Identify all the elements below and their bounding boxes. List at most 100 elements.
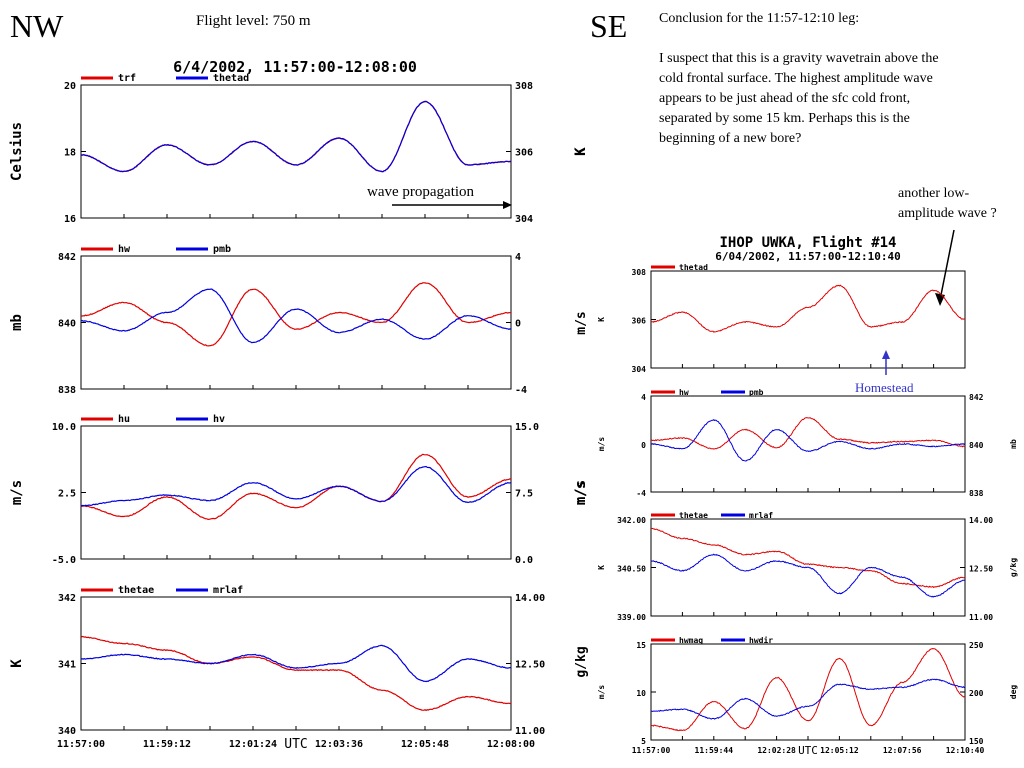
y-axis-label-right: deg [1009,685,1018,700]
right-outer-label: m/s [574,481,589,504]
y-tick-label-left: 0 [641,441,646,450]
y-tick-label-left: 10.0 [52,422,76,433]
left-chart-title: 6/4/2002, 11:57:00-12:08:00 [173,58,417,76]
y-tick-label-left: 306 [632,317,647,326]
y-tick-label-right: 250 [969,641,984,650]
x-tick-label: 12:01:24 [229,739,277,750]
y-axis-label-left: Celsius [9,122,25,181]
y-tick-label-left: 10 [636,689,646,698]
y-tick-label-left: 2.5 [58,489,76,500]
y-tick-label-right: 0 [515,319,521,330]
y-tick-label-right: 11.00 [515,726,545,737]
y-axis-label-right: g/kg [1009,558,1018,577]
y-axis-label-right: mb [1009,439,1018,449]
y-tick-label-right: 150 [969,737,984,746]
right-outer-label: K [574,148,589,156]
conclusion-text: Conclusion for the 11:57-12:10 leg: I su… [659,11,939,146]
y-axis-label-left: K [597,317,606,322]
y-tick-label-right: 4 [515,252,521,263]
chart-panel-right-3: 342.00 340.50 339.00 14.00 12.50 11.00 K g/kg th… [597,511,1018,622]
conclusion-line: appears to be just ahead of the sfc cold… [659,91,910,106]
plot-frame [650,395,966,493]
y-tick-label-right: 840 [969,441,984,450]
right-outer-label: m/s [574,311,589,334]
another-wave-arrowhead [935,293,945,306]
legend-label-thetad: thetad [679,263,708,272]
series-line-pmb [650,419,966,462]
series-line-pmb [80,288,512,344]
another-wave-label: another low- [898,186,969,201]
y-tick-label-right: 200 [969,689,984,698]
plot-frame [80,255,512,390]
y-tick-label-left: -5.0 [52,555,76,566]
x-tick-label: 12:07:56 [883,746,922,755]
y-tick-label-left: 340 [58,726,76,737]
x-tick-label: 12:10:40 [946,746,985,755]
y-tick-label-left: -4 [636,489,646,498]
x-tick-label: 12:08:00 [487,739,535,750]
series-line-thetae [80,635,512,712]
y-tick-label-left: 842 [58,252,76,263]
legend-label-hv: hv [213,414,225,425]
region-nw-label: NW [10,8,64,44]
legend-label-thetad: thetad [213,73,249,84]
y-tick-label-right: 12.50 [515,660,545,671]
y-tick-label-left: 20 [64,81,76,92]
chart-panel-right-4: 15 10 5 250 200 150 m/s deg 11:57:00 11:59:44 12:0… [597,635,1018,755]
series-line-hwdir [650,678,966,720]
x-tick-label: 11:59:44 [695,746,734,755]
plot-frame [80,596,512,731]
series-line-hw [80,282,512,347]
y-tick-label-left: 16 [64,214,76,225]
region-se-label: SE [590,8,627,44]
conclusion-line: cold frontal surface. The highest amplit… [659,71,933,86]
x-tick-label: 12:05:48 [401,739,449,750]
y-tick-label-right: 842 [969,393,984,402]
series-line-thetad [650,284,966,333]
y-tick-label-left: 15 [636,641,646,650]
x-tick-label: 12:05:12 [820,746,859,755]
y-axis-label-left: mb [9,314,25,331]
homestead-label: Homestead [855,380,914,395]
series-line-hwmag [650,647,966,732]
legend-label-hwmag: hwmag [679,636,703,645]
series-line-mrlaf [80,644,512,683]
y-axis-label-left: m/s [9,480,25,505]
x-tick-label: 11:57:00 [57,739,105,750]
conclusion-line: Conclusion for the 11:57-12:10 leg: [659,11,859,26]
series-line-hu [80,453,512,521]
legend-label-thetae: thetae [118,585,154,596]
y-tick-label-left: 340.50 [617,565,646,574]
right-chart-title: IHOP UWKA, Flight #14 [719,235,896,251]
homestead-arrowhead [882,350,890,359]
y-tick-label-left: 18 [64,148,76,159]
series-line-thetae [651,527,966,589]
y-tick-label-left: 840 [58,319,76,330]
series-line-mrlaf [650,553,966,598]
y-axis-label-left: m/s [597,437,606,452]
y-tick-label-right: 308 [515,81,533,92]
plot-frame [650,270,966,369]
y-tick-label-left: 342.00 [617,516,646,525]
y-tick-label-left: 838 [58,385,76,396]
legend-label-hu: hu [118,414,130,425]
y-tick-label-left: 5 [641,737,646,746]
legend-label-pmb: pmb [213,244,231,255]
chart-panel-right-2: 4 0 -4 842 840 838 m/s mb hw pmb [597,388,1018,498]
legend-label-thetae: thetae [679,511,708,520]
another-wave-arrow [939,229,955,301]
another-wave-label: amplitude wave ? [898,206,997,221]
y-tick-label-left: 342 [58,593,76,604]
legend-label-mrlaf: mrlaf [213,585,243,596]
y-axis-label-right: m/s [573,480,589,505]
conclusion-line: beginning of a new bore? [659,131,801,146]
series-line-hw [650,417,965,450]
legend-label-pmb: pmb [749,388,764,397]
y-axis-label-left: K [597,565,606,570]
y-axis-label-left: m/s [597,685,606,700]
chart-panel-left-4: 342 341 340 14.00 12.50 11.00 K 11:57:00 11:59:1… [9,585,545,750]
